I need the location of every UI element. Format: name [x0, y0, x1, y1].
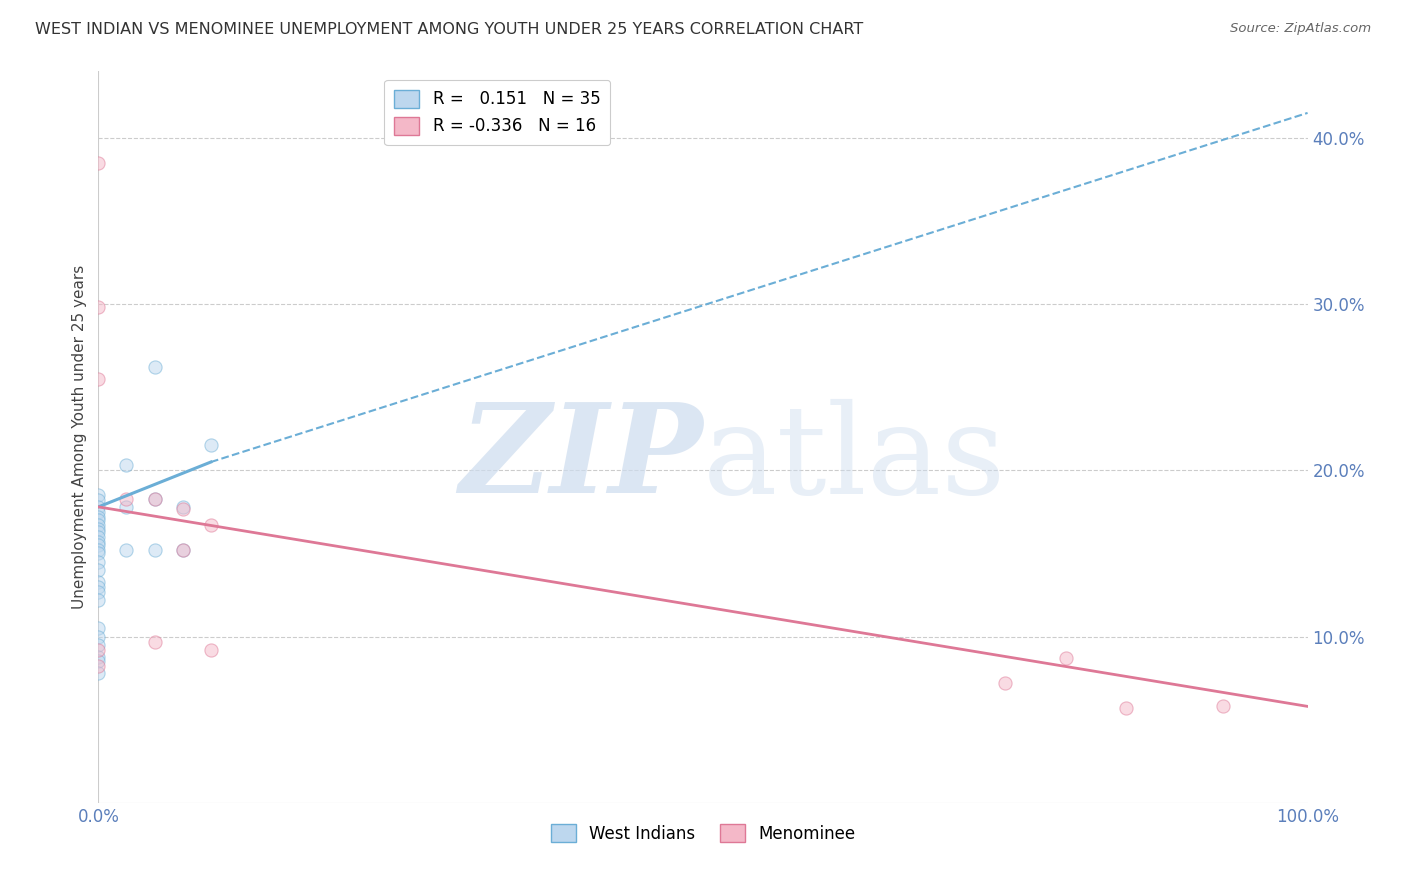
Text: atlas: atlas — [703, 399, 1007, 519]
Point — [87, 659, 110, 673]
Point — [87, 655, 110, 669]
Point — [200, 643, 222, 657]
Text: ZIP: ZIP — [460, 398, 703, 520]
Point — [87, 563, 110, 577]
Point — [172, 543, 194, 558]
Point — [87, 574, 110, 589]
Point — [87, 155, 110, 169]
Point — [1054, 651, 1077, 665]
Legend: West Indians, Menominee: West Indians, Menominee — [544, 817, 862, 849]
Point — [87, 638, 110, 652]
Point — [115, 458, 138, 473]
Point — [172, 501, 194, 516]
Point — [143, 491, 166, 506]
Text: WEST INDIAN VS MENOMINEE UNEMPLOYMENT AMONG YOUTH UNDER 25 YEARS CORRELATION CHA: WEST INDIAN VS MENOMINEE UNEMPLOYMENT AM… — [35, 22, 863, 37]
Point — [87, 534, 110, 549]
Point — [143, 491, 166, 506]
Point — [200, 438, 222, 452]
Point — [994, 676, 1017, 690]
Point — [87, 593, 110, 607]
Point — [87, 666, 110, 681]
Point — [87, 521, 110, 535]
Point — [87, 546, 110, 560]
Point — [87, 513, 110, 527]
Point — [87, 580, 110, 594]
Point — [87, 493, 110, 508]
Point — [87, 649, 110, 664]
Point — [143, 543, 166, 558]
Point — [87, 509, 110, 524]
Point — [87, 488, 110, 502]
Point — [1115, 701, 1137, 715]
Point — [87, 301, 110, 315]
Point — [87, 584, 110, 599]
Point — [115, 500, 138, 514]
Point — [87, 518, 110, 533]
Point — [172, 543, 194, 558]
Point — [200, 518, 222, 533]
Point — [87, 538, 110, 552]
Point — [87, 372, 110, 386]
Point — [87, 524, 110, 539]
Point — [1212, 699, 1234, 714]
Point — [87, 621, 110, 635]
Point — [87, 505, 110, 519]
Point — [115, 543, 138, 558]
Point — [87, 543, 110, 558]
Y-axis label: Unemployment Among Youth under 25 years: Unemployment Among Youth under 25 years — [72, 265, 87, 609]
Point — [143, 634, 166, 648]
Text: Source: ZipAtlas.com: Source: ZipAtlas.com — [1230, 22, 1371, 36]
Point — [87, 555, 110, 569]
Point — [115, 491, 138, 506]
Point — [87, 630, 110, 644]
Point — [143, 360, 166, 375]
Point — [87, 643, 110, 657]
Point — [87, 500, 110, 514]
Point — [172, 500, 194, 514]
Point — [87, 530, 110, 544]
